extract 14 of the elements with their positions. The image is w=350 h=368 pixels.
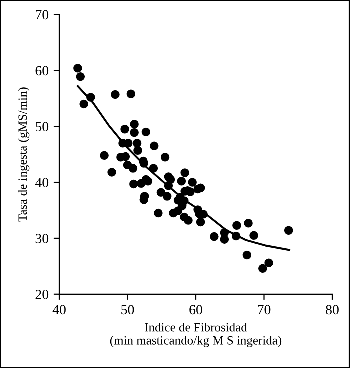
x-tick-label: 50 [122, 305, 134, 315]
x-axis-title: Indice de Fibrosidad (min masticando/kg M S ingerida) [110, 322, 282, 348]
x-tick-label: 60 [190, 305, 202, 315]
x-tick-label: 80 [326, 305, 339, 315]
y-axis-title: Tasa de ingesta (gMS/min) [18, 88, 30, 222]
x-tick-label: 70 [258, 305, 271, 315]
y-tick-label: 20 [36, 290, 49, 300]
line-series [76, 85, 290, 252]
y-tick-label: 50 [36, 122, 49, 132]
y-tick-label: 60 [36, 66, 49, 76]
y-tick-label: 70 [36, 10, 49, 20]
x-tick-label: 40 [52, 305, 66, 315]
y-tick-label: 40 [35, 178, 49, 188]
y-tick-label: 30 [36, 234, 49, 244]
